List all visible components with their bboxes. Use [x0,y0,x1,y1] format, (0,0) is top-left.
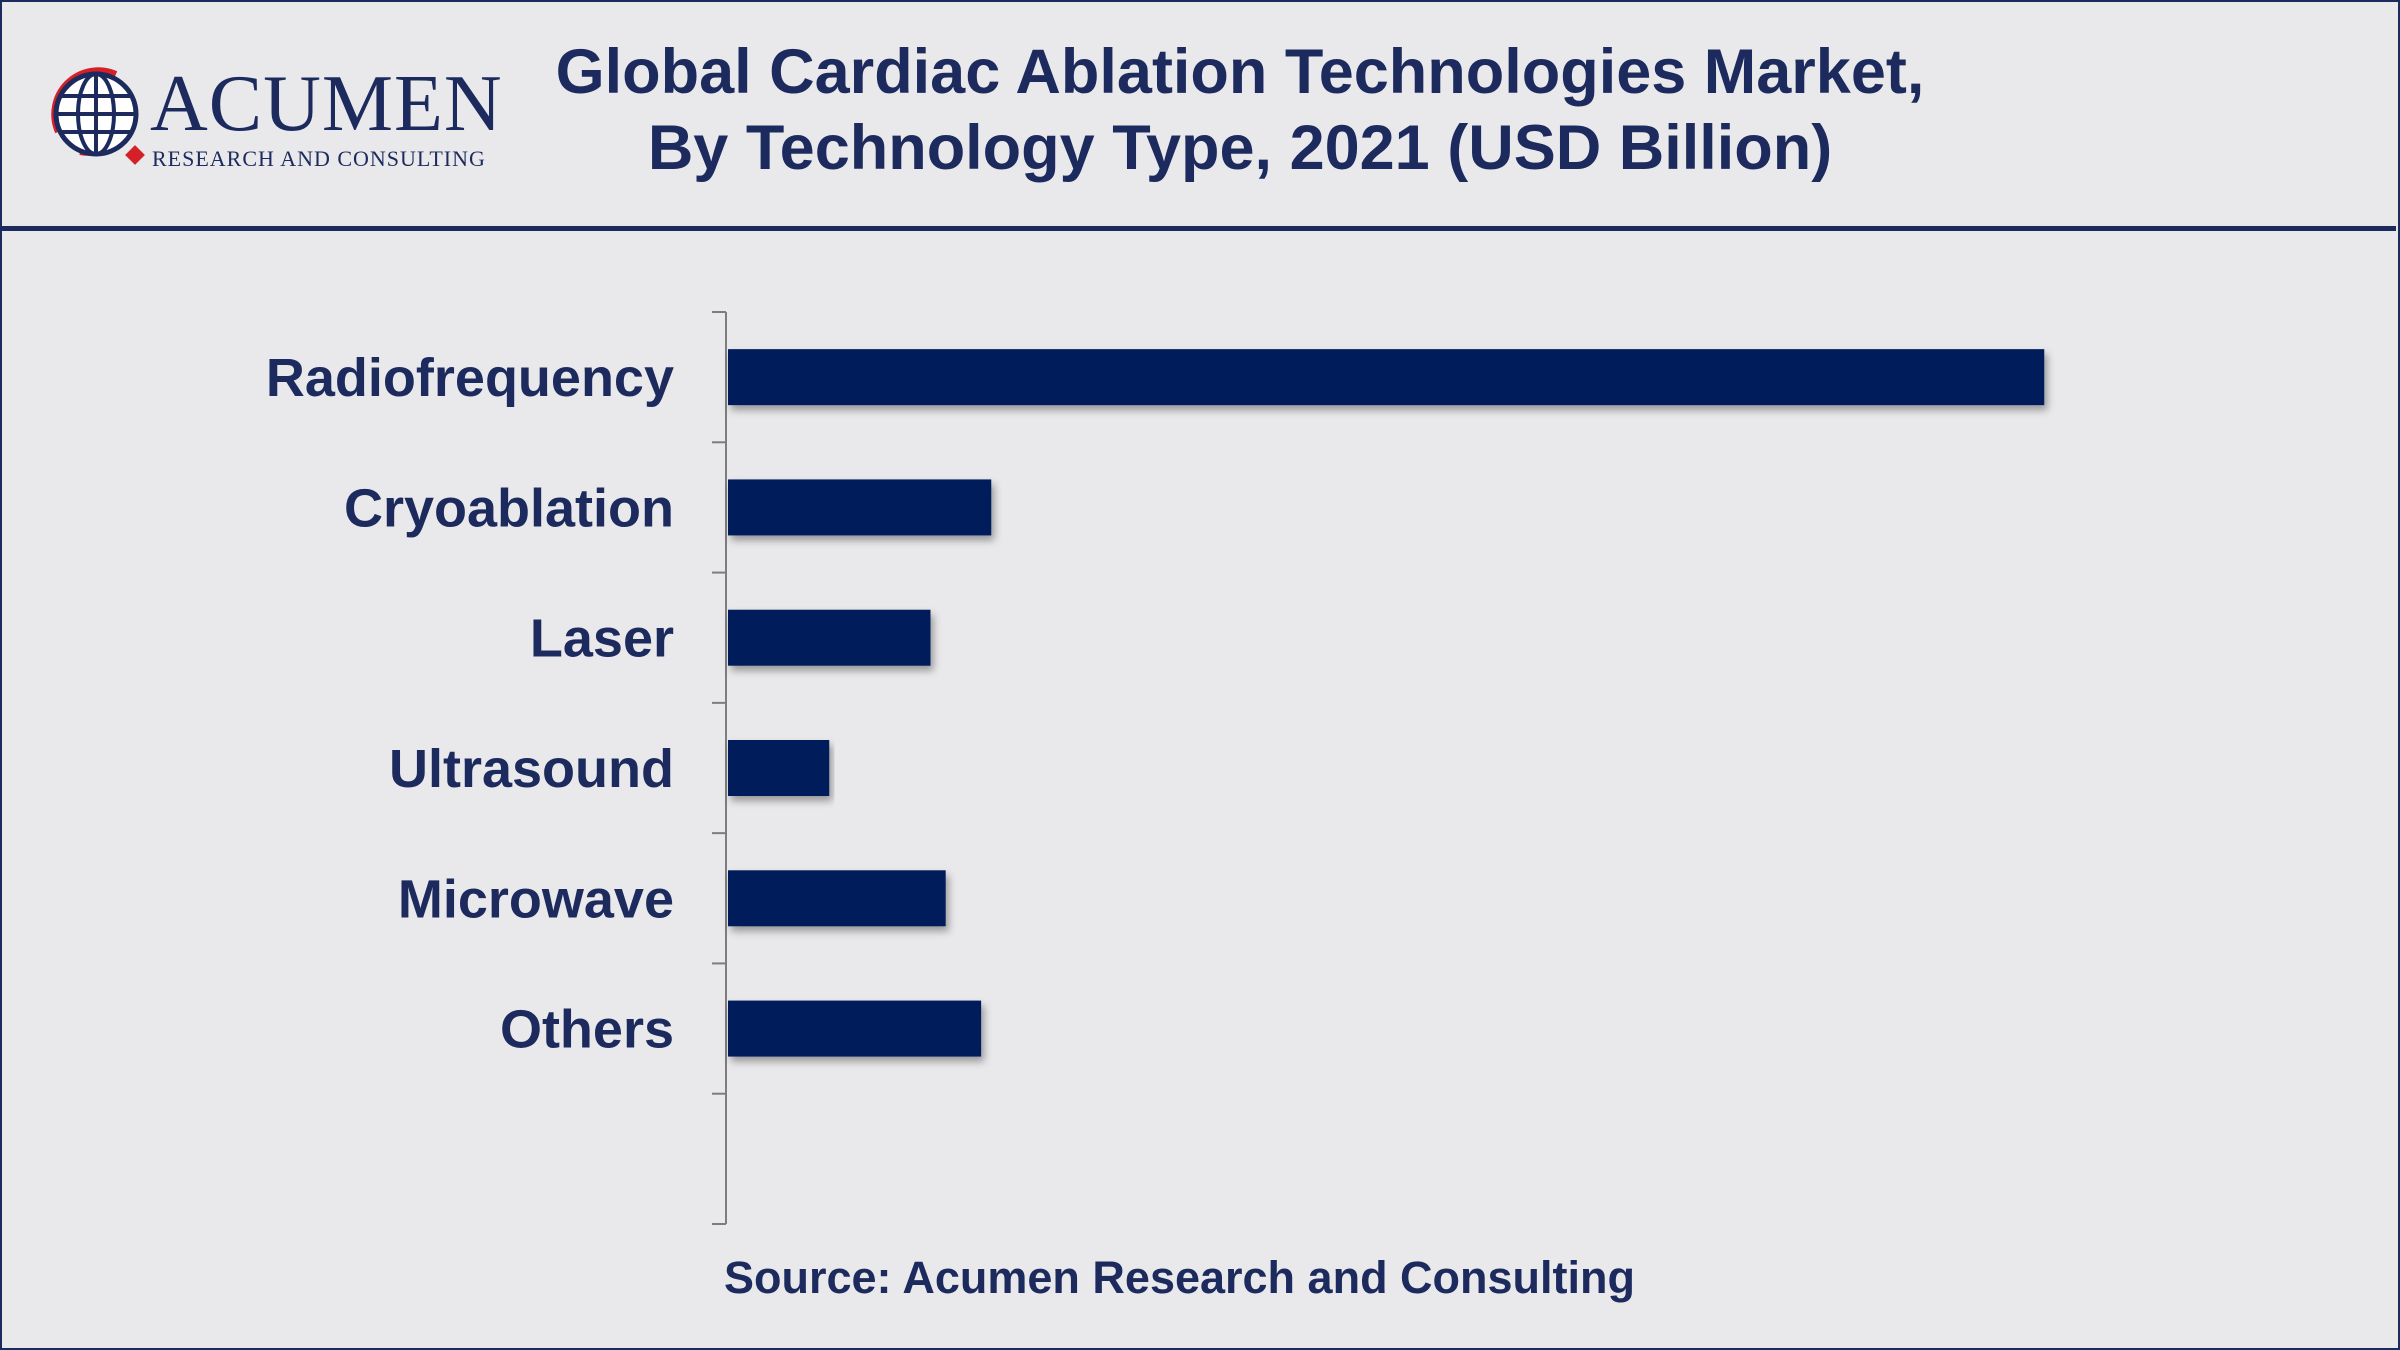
source-note: Source: Acumen Research and Consulting [724,1252,1636,1303]
chart-title-line-1: Global Cardiac Ablation Technologies Mar… [555,37,1925,107]
bar-radiofrequency [728,349,2045,406]
chart-title: Global Cardiac Ablation Technologies Mar… [440,34,2040,186]
logo-tagline: RESEARCH AND CONSULTING [152,146,486,171]
category-label-radiofrequency: Radiofrequency [266,348,674,408]
category-label-others: Others [500,1000,674,1060]
category-label-laser: Laser [530,609,674,669]
bar-cryoablation [728,479,992,536]
category-label-microwave: Microwave [398,869,674,929]
globe-icon [51,67,145,165]
chart-header: ACUMEN RESEARCH AND CONSULTING Global Ca… [0,0,2396,231]
company-logo: ACUMEN RESEARCH AND CONSULTING [44,60,502,180]
bar-microwave [728,870,946,927]
category-label-ultrasound: Ultrasound [389,739,674,799]
chart-title-line-2: By Technology Type, 2021 (USD Billion) [647,113,1833,183]
bar-others [728,1000,982,1057]
logo-wordmark: ACUMEN [150,60,503,148]
category-label-cryoablation: Cryoablation [344,478,674,538]
bar-ultrasound [728,740,830,796]
bar-laser [728,609,931,666]
